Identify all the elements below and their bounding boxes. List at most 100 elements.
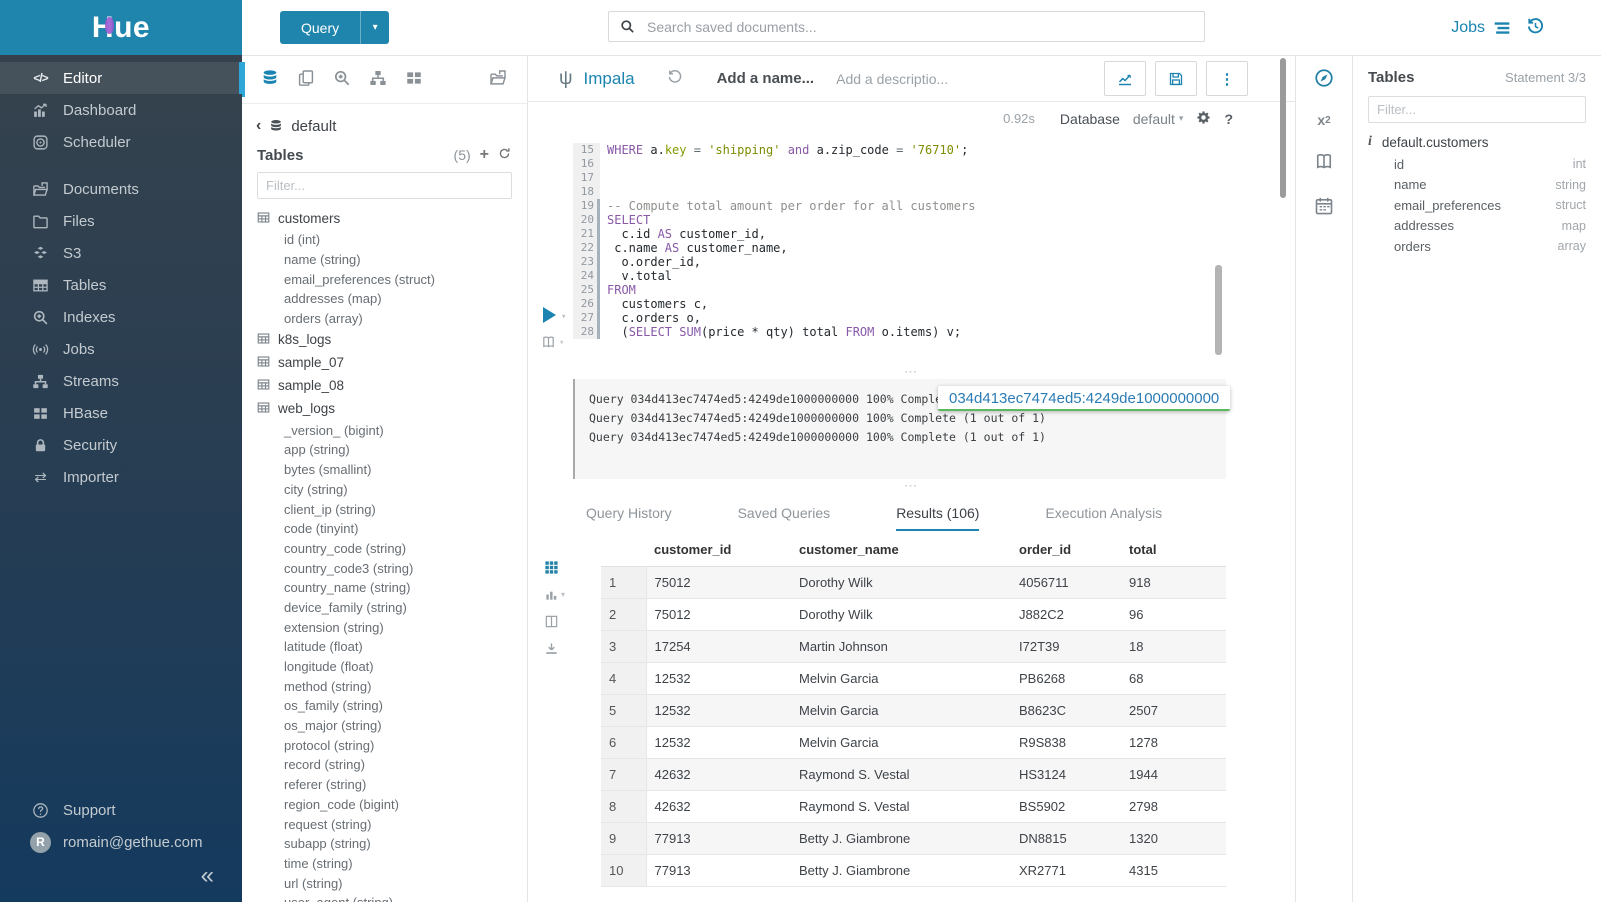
active-table-row[interactable]: i default.customers bbox=[1368, 134, 1586, 150]
editor-assistant-icon[interactable] bbox=[1314, 68, 1334, 88]
table-item-web-logs[interactable]: web_logs bbox=[257, 397, 527, 420]
column-item[interactable]: extension (string) bbox=[284, 619, 384, 635]
sidebar-item-hbase[interactable]: HBase bbox=[0, 397, 242, 429]
editor-scrollbar[interactable] bbox=[1215, 265, 1222, 355]
save-button[interactable] bbox=[1155, 61, 1197, 96]
column-header-total[interactable]: total bbox=[1121, 531, 1226, 567]
back-chevron-icon[interactable]: ‹ bbox=[256, 117, 262, 134]
column-item[interactable]: app (string) bbox=[284, 442, 350, 458]
column-item[interactable]: city (string) bbox=[284, 481, 348, 497]
column-item[interactable]: country_name (string) bbox=[284, 580, 411, 596]
table-filter-input[interactable] bbox=[257, 172, 512, 199]
apps-grid-icon[interactable] bbox=[405, 69, 423, 90]
right-column-email-preferences[interactable]: email_preferences struct bbox=[1394, 197, 1586, 213]
query-name-field[interactable]: Add a name... bbox=[716, 70, 815, 87]
resize-handle-top[interactable]: ⋯ bbox=[904, 364, 919, 379]
more-actions-button[interactable]: ⋮ bbox=[1206, 61, 1248, 96]
right-column-name[interactable]: name string bbox=[1394, 177, 1586, 193]
column-header-customer-name[interactable]: customer_name bbox=[791, 531, 1011, 567]
sidebar-item-security[interactable]: Security bbox=[0, 429, 242, 461]
language-reference-icon[interactable]: ▾ bbox=[541, 335, 564, 350]
database-breadcrumb[interactable]: ‹ default bbox=[242, 113, 527, 139]
tab-execution-analysis[interactable]: Execution Analysis bbox=[1045, 505, 1163, 521]
table-item-sample-08[interactable]: sample_08 bbox=[257, 374, 527, 397]
table-item-sample-07[interactable]: sample_07 bbox=[257, 351, 527, 374]
tab-results-106-[interactable]: Results (106) bbox=[896, 505, 980, 531]
new-query-button[interactable]: Query ▾ bbox=[280, 11, 390, 44]
sidebar-item-support[interactable]: Support bbox=[0, 794, 242, 826]
sitemap-icon[interactable] bbox=[369, 69, 387, 90]
column-item[interactable]: request (string) bbox=[284, 816, 372, 832]
column-item[interactable]: client_ip (string) bbox=[284, 501, 376, 517]
sidebar-item-indexes[interactable]: Indexes bbox=[0, 301, 242, 333]
search-input[interactable] bbox=[645, 17, 1193, 36]
page-scrollbar[interactable] bbox=[1280, 58, 1286, 198]
column-item[interactable]: protocol (string) bbox=[284, 737, 375, 753]
column-item[interactable]: addresses (map) bbox=[284, 291, 382, 307]
column-item[interactable]: time (string) bbox=[284, 855, 353, 871]
jobs-link[interactable]: Jobs bbox=[1451, 19, 1511, 37]
column-item[interactable]: method (string) bbox=[284, 678, 372, 694]
chart-button[interactable] bbox=[1104, 61, 1146, 96]
right-filter-input[interactable] bbox=[1368, 96, 1586, 123]
sidebar-item-scheduler[interactable]: Scheduler bbox=[0, 126, 242, 158]
info-icon[interactable]: i bbox=[1368, 134, 1372, 149]
help-icon[interactable]: ? bbox=[1224, 110, 1233, 127]
sidebar-item-s3[interactable]: S3 bbox=[0, 237, 242, 269]
tab-query-history[interactable]: Query History bbox=[586, 505, 672, 521]
tab-saved-queries[interactable]: Saved Queries bbox=[737, 505, 831, 521]
column-item[interactable]: bytes (smallint) bbox=[284, 462, 372, 478]
sql-editor[interactable]: 15 WHERE a.key = 'shipping' and a.zip_cod… bbox=[528, 135, 1295, 365]
sidebar-item-jobs[interactable]: Jobs bbox=[0, 333, 242, 365]
editor-history-icon[interactable] bbox=[667, 69, 683, 88]
column-item[interactable]: user_agent (string) bbox=[257, 893, 527, 902]
sidebar-collapse-icon[interactable]: « bbox=[200, 862, 214, 889]
sidebar-item-editor[interactable]: </> Editor bbox=[0, 62, 242, 94]
download-icon[interactable] bbox=[544, 641, 559, 656]
query-id-link[interactable]: 034d413ec7474ed5:4249de1000000000 bbox=[938, 386, 1231, 411]
column-item[interactable]: orders (array) bbox=[284, 311, 363, 327]
column-header-customer-id[interactable]: customer_id bbox=[646, 531, 791, 567]
chart-view-icon[interactable]: ▾ bbox=[544, 587, 565, 602]
column-item[interactable]: os_family (string) bbox=[284, 698, 383, 714]
query-dropdown-caret[interactable]: ▾ bbox=[360, 11, 389, 44]
column-item[interactable]: email_preferences (struct) bbox=[284, 271, 435, 287]
right-column-orders[interactable]: orders array bbox=[1394, 238, 1586, 254]
column-item[interactable]: subapp (string) bbox=[284, 836, 371, 852]
database-selector[interactable]: default ▾ bbox=[1132, 110, 1184, 127]
documents-source-icon[interactable] bbox=[297, 69, 315, 90]
column-item[interactable]: name (string) bbox=[284, 252, 361, 268]
column-item[interactable]: record (string) bbox=[284, 757, 365, 773]
language-docs-icon[interactable] bbox=[1314, 152, 1334, 172]
right-column-id[interactable]: id int bbox=[1394, 156, 1586, 172]
column-item[interactable]: region_code (bigint) bbox=[284, 796, 399, 812]
scheduler-calendar-icon[interactable] bbox=[1314, 196, 1334, 216]
column-item[interactable]: longitude (float) bbox=[284, 659, 374, 675]
columns-view-icon[interactable] bbox=[544, 614, 559, 629]
column-item[interactable]: os_major (string) bbox=[284, 718, 382, 734]
add-table-icon[interactable]: + bbox=[479, 146, 489, 163]
column-item[interactable]: referer (string) bbox=[284, 777, 367, 793]
grid-view-icon[interactable] bbox=[544, 560, 559, 575]
run-query-button[interactable] bbox=[543, 307, 556, 323]
query-history-icon[interactable] bbox=[1526, 17, 1545, 39]
resize-handle-bottom[interactable]: ⋯ bbox=[904, 478, 919, 493]
column-item[interactable]: latitude (float) bbox=[284, 639, 363, 655]
column-item[interactable]: country_code3 (string) bbox=[284, 560, 414, 576]
sidebar-item-user[interactable]: R romain@gethue.com bbox=[0, 826, 242, 858]
projects-folder-icon[interactable] bbox=[489, 69, 507, 90]
column-header-order-id[interactable]: order_id bbox=[1011, 531, 1121, 567]
zoom-in-icon[interactable] bbox=[333, 69, 351, 90]
hue-logo[interactable]: Hue bbox=[0, 0, 242, 55]
sidebar-item-tables[interactable]: Tables bbox=[0, 269, 242, 301]
right-column-addresses[interactable]: addresses map bbox=[1394, 218, 1586, 234]
column-item[interactable]: _version_ (bigint) bbox=[284, 422, 384, 438]
column-item[interactable]: code (tinyint) bbox=[284, 521, 359, 537]
sidebar-item-files[interactable]: Files bbox=[0, 205, 242, 237]
refresh-icon[interactable] bbox=[498, 147, 511, 163]
column-item[interactable]: device_family (string) bbox=[284, 599, 407, 615]
query-description-field[interactable]: Add a descriptio... bbox=[836, 70, 949, 87]
sidebar-item-dashboard[interactable]: Dashboard bbox=[0, 94, 242, 126]
table-item-k8s-logs[interactable]: k8s_logs bbox=[257, 328, 527, 351]
